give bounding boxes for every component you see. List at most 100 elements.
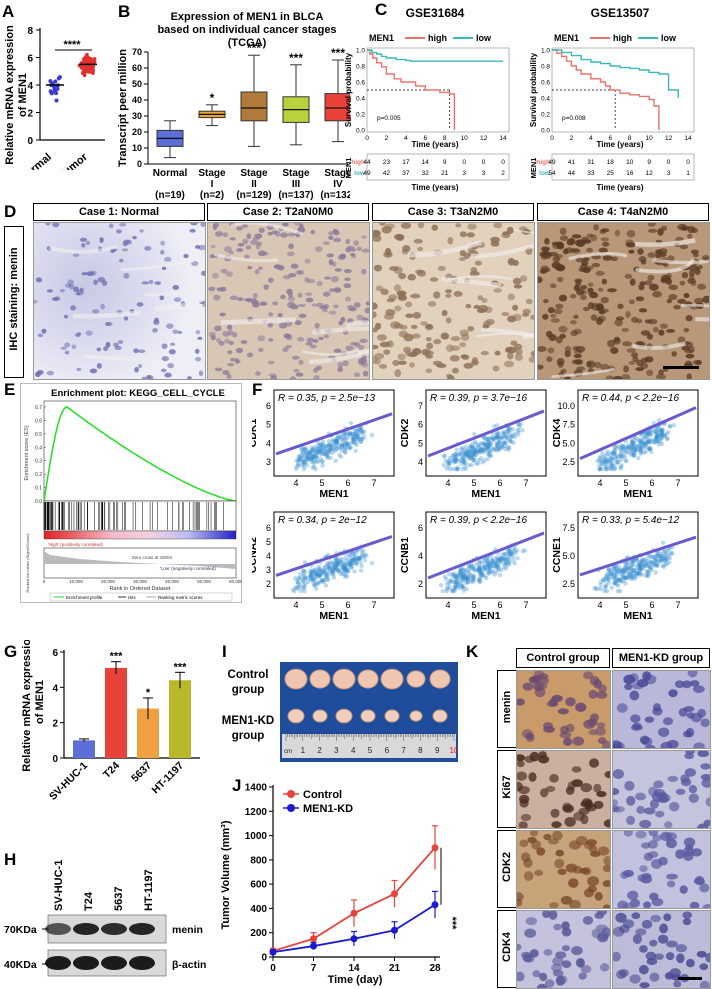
f-point (355, 556, 360, 561)
d-nucleus (240, 340, 248, 344)
f-point (505, 429, 511, 434)
f-point (478, 446, 483, 452)
f-point (508, 555, 513, 560)
f-stat: R = 0.39, p = 3.7e−16 (430, 393, 527, 404)
a-point-normal (54, 98, 59, 103)
panel-k-header-kd: MEN1-KD group (612, 648, 710, 668)
f-point (666, 547, 671, 552)
f-point (509, 551, 514, 557)
d-nucleus (257, 335, 266, 342)
f-point (479, 572, 484, 578)
f-stat: R = 0.44, p < 2.2e−16 (582, 393, 679, 404)
k-nucleus (699, 963, 709, 971)
f-point (621, 568, 626, 574)
f-point (328, 446, 333, 451)
f-point (455, 580, 460, 585)
d-nucleus (644, 319, 652, 324)
c-legend-high: high (428, 33, 447, 43)
f-point (613, 454, 619, 459)
d-nucleus (644, 280, 653, 286)
f-point (311, 453, 317, 458)
f-point (498, 556, 503, 562)
d-nucleus (425, 323, 434, 330)
b-ytick: 0 (137, 159, 142, 169)
f-point (334, 557, 339, 562)
f-point (612, 448, 617, 453)
d-nucleus (242, 238, 249, 245)
d-nucleus (85, 330, 93, 336)
f-point (506, 426, 511, 431)
f-point (509, 434, 515, 439)
k-nucleus (557, 708, 569, 715)
d-nucleus (677, 223, 688, 231)
f-point (646, 563, 651, 569)
f-point (485, 445, 491, 451)
c-xtick: 12 (480, 135, 488, 142)
f-point (297, 572, 303, 577)
f-point (636, 563, 641, 568)
f-point (664, 557, 670, 562)
f-point (344, 558, 350, 563)
f-point (607, 459, 612, 464)
f-point (632, 446, 637, 452)
f-point (349, 558, 355, 563)
f-point (301, 450, 306, 455)
d-nucleus (252, 292, 258, 299)
f-point (319, 459, 324, 464)
d-nucleus (46, 370, 55, 376)
f-point (641, 441, 646, 447)
d-nucleus (364, 307, 369, 314)
d-nucleus (137, 364, 143, 369)
k-nucleus (518, 785, 530, 795)
k-nucleus (657, 796, 669, 803)
f-point (345, 444, 350, 449)
panel-d-case2-header: Case 2: T2aN0M0 (207, 203, 369, 221)
f-point (353, 560, 359, 565)
i-tumor-control (357, 669, 379, 689)
f-point (477, 448, 483, 453)
g-ytick: 0 (52, 754, 58, 765)
f-point (500, 556, 505, 561)
d-nucleus (481, 298, 488, 303)
f-point (625, 444, 630, 449)
f-plot-ccne1: R = 0.33, p = 5.4e−122.55.07.54 5 6 7CCNE1M… (551, 511, 699, 622)
d-nucleus (451, 367, 459, 374)
f-point (486, 568, 491, 574)
f-point (477, 448, 482, 454)
d-nucleus (331, 261, 337, 267)
h-band-actin (129, 956, 155, 970)
k-nucleus (536, 847, 546, 856)
d-nucleus (361, 268, 367, 275)
f-point (498, 445, 503, 450)
f-point (330, 572, 335, 577)
h-band-actin (101, 956, 127, 970)
f-point (658, 433, 664, 438)
d-nucleus (226, 324, 233, 330)
f-point (505, 548, 511, 553)
f-point (621, 566, 626, 571)
k-nucleus (580, 782, 593, 793)
c-xtick: 6 (423, 135, 427, 142)
f-point (671, 423, 676, 428)
f-point (463, 449, 468, 455)
f-point (501, 557, 506, 562)
f-point (494, 448, 500, 453)
f-point (312, 444, 318, 450)
f-point (351, 438, 356, 444)
d-nucleus (530, 350, 534, 357)
d-nucleus (427, 301, 437, 307)
b-xlabel-roman: I (211, 179, 214, 190)
k-nucleus (568, 899, 581, 908)
f-point (452, 585, 458, 591)
f-ytick: 5 (266, 537, 271, 547)
f-point (654, 437, 659, 442)
a-point-normal (54, 91, 59, 96)
k-nucleus (641, 919, 653, 929)
d-nucleus (445, 293, 452, 298)
f-point (515, 548, 520, 553)
f-point (314, 572, 319, 577)
f-point (454, 580, 460, 586)
f-xtick: 7 (371, 478, 376, 488)
f-point (654, 431, 660, 436)
f-point (512, 561, 518, 566)
